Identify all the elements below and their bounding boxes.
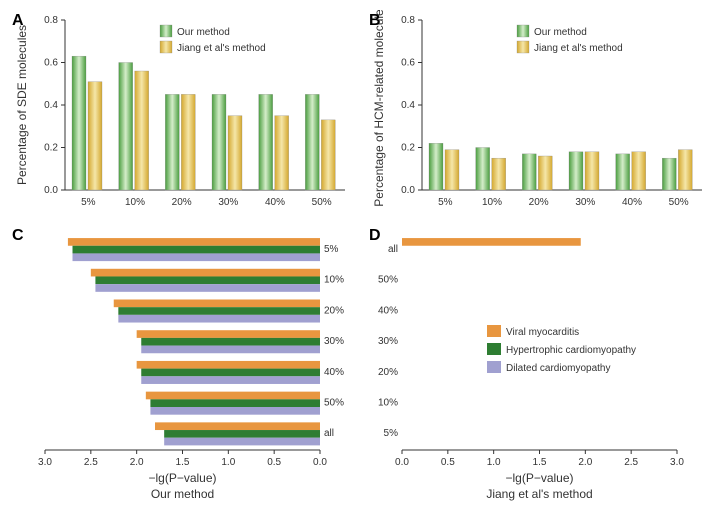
svg-text:50%: 50% [378,275,398,286]
panel-c-svg: 0.0 0.5 1.0 1.5 2.0 2.5 3.0 −lg(P−value) Our met… [10,225,355,505]
svg-text:0.0: 0.0 [313,457,327,468]
svg-text:Jiang et al's method: Jiang et al's method [534,43,623,54]
svg-text:0.0: 0.0 [401,185,415,196]
svg-text:Viral myocarditis: Viral myocarditis [506,327,579,338]
panel-d-label: D [369,227,381,245]
svg-text:1.5: 1.5 [533,457,547,468]
svg-text:Our method: Our method [534,27,587,38]
svg-text:0.0: 0.0 [395,457,409,468]
panel-c-label: C [12,227,24,245]
panel-a-svg: 0.0 0.2 0.4 0.6 0.8 Percentage of SDE molecul… [10,10,355,220]
svg-text:10%: 10% [378,397,398,408]
svg-text:10%: 10% [125,197,145,208]
svg-text:40%: 40% [324,367,344,378]
svg-text:0.2: 0.2 [44,143,58,154]
svg-text:0.6: 0.6 [44,58,58,69]
svg-text:0.2: 0.2 [401,143,415,154]
svg-text:Our method: Our method [151,487,214,501]
svg-text:3.0: 3.0 [38,457,52,468]
svg-text:Dilated cardiomyopathy: Dilated cardiomyopathy [506,363,611,374]
svg-text:0.4: 0.4 [44,100,58,111]
svg-text:20%: 20% [172,197,192,208]
svg-text:50%: 50% [312,197,332,208]
svg-text:5%: 5% [384,428,399,439]
svg-text:0.5: 0.5 [267,457,281,468]
svg-text:40%: 40% [265,197,285,208]
chart-grid: A 0.0 0.2 0.4 0.6 0.8 Percentage of SDE molec… [10,10,709,505]
svg-text:Jiang et al's method: Jiang et al's method [177,43,266,54]
svg-text:all: all [324,428,334,439]
svg-text:0.8: 0.8 [44,15,58,26]
svg-text:50%: 50% [324,397,344,408]
svg-text:30%: 30% [378,336,398,347]
svg-text:2.5: 2.5 [624,457,638,468]
svg-text:1.0: 1.0 [221,457,235,468]
panel-c: C 0.0 0.5 1.0 1.5 2.0 2.5 3.0 −lg(P−value) Our m… [10,225,362,505]
svg-text:3.0: 3.0 [670,457,684,468]
svg-text:Percentage of HCM-related mole: Percentage of HCM-related molecules [372,10,386,207]
svg-text:0.5: 0.5 [441,457,455,468]
svg-text:−lg(P−value): −lg(P−value) [148,471,216,485]
svg-text:0.0: 0.0 [44,185,58,196]
svg-text:2.0: 2.0 [130,457,144,468]
svg-text:1.0: 1.0 [487,457,501,468]
svg-text:Our method: Our method [177,27,230,38]
svg-text:30%: 30% [218,197,238,208]
svg-text:50%: 50% [669,197,689,208]
panel-a: A 0.0 0.2 0.4 0.6 0.8 Percentage of SDE molec… [10,10,362,220]
svg-text:20%: 20% [529,197,549,208]
svg-text:Percentage of SDE molecules: Percentage of SDE molecules [15,25,29,185]
svg-text:40%: 40% [622,197,642,208]
svg-text:10%: 10% [324,275,344,286]
svg-text:5%: 5% [81,197,96,208]
svg-text:−lg(P−value): −lg(P−value) [505,471,573,485]
svg-text:10%: 10% [482,197,502,208]
svg-text:30%: 30% [324,336,344,347]
svg-text:20%: 20% [324,305,344,316]
svg-text:20%: 20% [378,367,398,378]
panel-a-label: A [12,12,24,30]
svg-text:0.4: 0.4 [401,100,415,111]
svg-text:30%: 30% [575,197,595,208]
panel-d-svg: 0.0 0.5 1.0 1.5 2.0 2.5 3.0 −lg(P−value) Jiang e… [367,225,709,505]
svg-text:2.0: 2.0 [578,457,592,468]
svg-text:Hypertrophic cardiomyopathy: Hypertrophic cardiomyopathy [506,345,636,356]
panel-b-svg: 0.0 0.2 0.4 0.6 0.8 Percentage of HCM-related… [367,10,709,220]
svg-text:5%: 5% [324,244,339,255]
svg-text:40%: 40% [378,305,398,316]
panel-b: B 0.0 0.2 0.4 0.6 0.8 Percentage of HCM-relat… [367,10,709,220]
svg-text:0.8: 0.8 [401,15,415,26]
svg-text:2.5: 2.5 [84,457,98,468]
svg-text:all: all [388,244,398,255]
panel-d: D 0.0 0.5 1.0 1.5 2.0 2.5 3.0 −lg(P−value) Jiang… [367,225,709,505]
panel-b-label: B [369,12,381,30]
svg-text:Jiang et al's method: Jiang et al's method [486,487,592,501]
svg-text:1.5: 1.5 [176,457,190,468]
svg-text:5%: 5% [438,197,453,208]
svg-text:0.6: 0.6 [401,58,415,69]
